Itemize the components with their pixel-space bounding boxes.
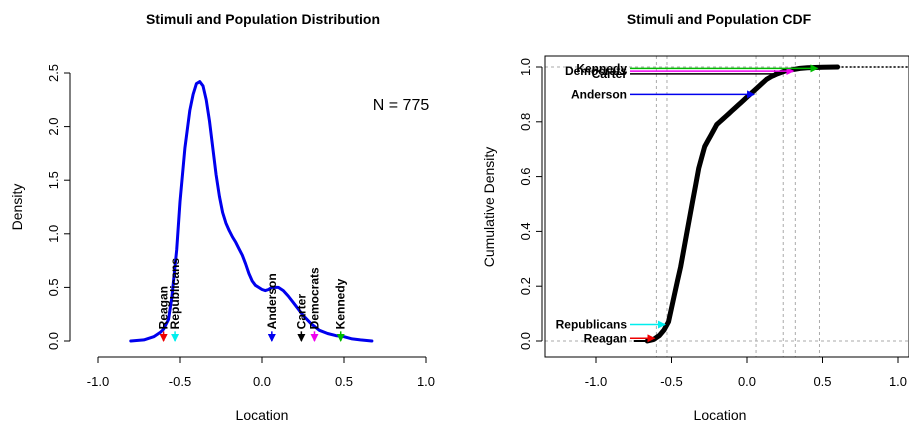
density-x-tick-label: -0.5 bbox=[169, 374, 191, 389]
density-x-tick-label: 0.5 bbox=[335, 374, 353, 389]
density-label-reagan: Reagan bbox=[157, 286, 171, 329]
cdf-y-tick-label: 0.2 bbox=[518, 277, 533, 295]
density-x-tick-label: -1.0 bbox=[87, 374, 109, 389]
density-axes: -1.0 -0.5 0.0 0.5 1.0 0.0 0.5 1.0 1.5 2.0 2.5 bbox=[46, 64, 435, 389]
cdf-x-tick-label: 0.0 bbox=[738, 374, 756, 389]
density-series bbox=[129, 80, 374, 343]
sample-size-label: N = 775 bbox=[373, 97, 430, 114]
density-y-tick-label: 2.5 bbox=[46, 64, 61, 82]
density-label-democrats: Democrats bbox=[307, 267, 321, 329]
density-y-tick-label: 2.0 bbox=[46, 118, 61, 136]
density-y-tick-label: 1.0 bbox=[46, 225, 61, 243]
density-panel: Stimuli and Population Distribution Loca… bbox=[9, 11, 435, 423]
cdf-label-carter: Carter bbox=[592, 67, 628, 81]
density-y-tick-label: 1.5 bbox=[46, 171, 61, 189]
cdf-label-republicans: Republicans bbox=[556, 318, 628, 332]
cdf-label-kennedy: Kennedy bbox=[576, 61, 627, 75]
cdf-label-reagan: Reagan bbox=[584, 331, 627, 345]
density-x-tick-label: 0.0 bbox=[253, 374, 271, 389]
density-x-tick-label: 1.0 bbox=[417, 374, 435, 389]
cdf-title: Stimuli and Population CDF bbox=[627, 11, 812, 27]
cdf-y-tick-label: 0.8 bbox=[518, 113, 533, 131]
density-ylabel: Density bbox=[9, 184, 25, 231]
cdf-y-tick-label: 0.0 bbox=[518, 332, 533, 350]
cdf-x-tick-label: 0.5 bbox=[813, 374, 831, 389]
density-label-anderson: Anderson bbox=[265, 273, 279, 329]
density-curve bbox=[129, 80, 374, 343]
cdf-xlabel: Location bbox=[694, 407, 747, 423]
cdf-series bbox=[633, 64, 909, 344]
cdf-plot-box bbox=[544, 55, 909, 358]
cdf-ylabel: Cumulative Density bbox=[481, 147, 497, 268]
density-title: Stimuli and Population Distribution bbox=[146, 11, 380, 27]
density-xlabel: Location bbox=[236, 407, 289, 423]
cdf-y-tick-label: 1.0 bbox=[518, 58, 533, 76]
cdf-axes: -1.0 -0.5 0.0 0.5 1.0 0.0 0.2 0.4 0.6 0.8 1.0 bbox=[518, 55, 909, 389]
cdf-x-tick-label: -1.0 bbox=[585, 374, 607, 389]
density-label-republicans: Republicans bbox=[168, 258, 182, 330]
cdf-x-tick-label: 1.0 bbox=[889, 374, 907, 389]
cdf-y-tick-label: 0.4 bbox=[518, 222, 533, 240]
cdf-label-anderson: Anderson bbox=[571, 87, 627, 101]
density-label-kennedy: Kennedy bbox=[334, 278, 348, 329]
density-y-tick-label: 0.5 bbox=[46, 278, 61, 296]
cdf-y-tick-label: 0.6 bbox=[518, 168, 533, 186]
cdf-label-democrats: Democrats bbox=[565, 64, 627, 78]
density-y-tick-label: 0.0 bbox=[46, 332, 61, 350]
cdf-curve bbox=[644, 64, 841, 344]
density-label-carter: Carter bbox=[294, 294, 308, 330]
cdf-panel: Stimuli and Population CDF Location Cumu… bbox=[481, 11, 909, 423]
cdf-x-tick-label: -0.5 bbox=[660, 374, 682, 389]
cdf-guides bbox=[545, 56, 909, 357]
